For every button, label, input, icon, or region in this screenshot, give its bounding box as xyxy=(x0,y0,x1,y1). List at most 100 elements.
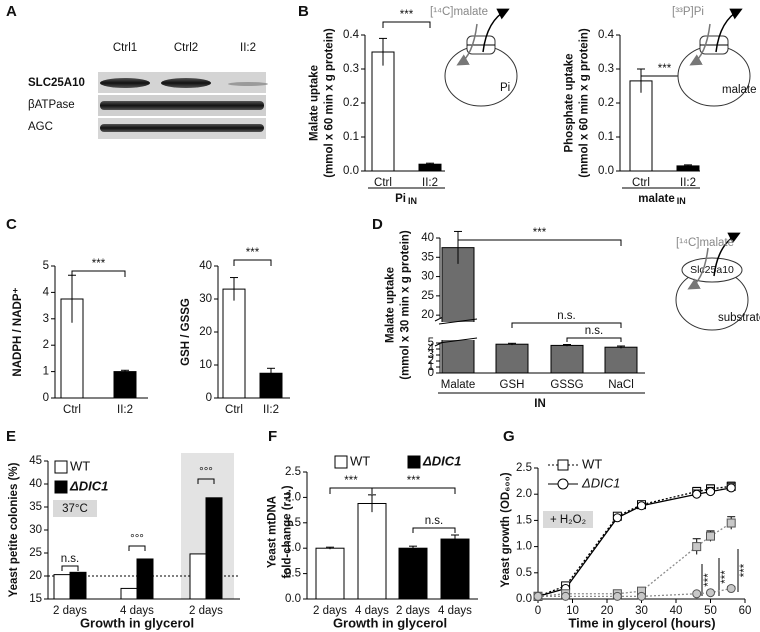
bar xyxy=(53,574,71,600)
bar xyxy=(222,288,246,399)
x-tick-label: II:2 xyxy=(263,404,279,416)
y-tick-label: 35 xyxy=(421,251,434,263)
y-tick-label: 35 xyxy=(29,501,42,513)
y-tick-label: 2 xyxy=(428,355,434,367)
carrier-label: Slc25a10 xyxy=(690,264,734,276)
group-label: IN xyxy=(534,398,546,410)
x-tick-label: Ctrl xyxy=(374,177,392,189)
significance-bracket xyxy=(128,545,146,551)
significance-label: *** xyxy=(533,227,547,239)
substrate-label: malate xyxy=(722,84,757,96)
significance-bracket xyxy=(329,487,373,494)
y-tick-label: 0.5 xyxy=(516,567,532,579)
efflux-arrow xyxy=(482,8,510,53)
group-label-sub: IN xyxy=(408,196,417,206)
point xyxy=(726,518,736,528)
x-tick-label: 4 days xyxy=(120,605,154,617)
tracer-label: [¹⁴C]malate xyxy=(676,237,734,249)
legend-label: ΔDIC1 xyxy=(581,475,620,490)
y-axis-label: Yeast growth (OD₆₀₀) xyxy=(500,472,512,587)
significance-label: °°° xyxy=(130,533,144,545)
bar xyxy=(205,497,223,600)
point xyxy=(612,513,622,523)
blot-column: II:2 xyxy=(240,42,256,54)
point xyxy=(706,588,715,598)
y-tick-label: 40 xyxy=(421,232,434,244)
group-label-main: Pi xyxy=(395,193,406,205)
y-tick-label: 10 xyxy=(199,359,212,371)
panel-letter: B xyxy=(298,3,309,20)
bar xyxy=(398,547,428,600)
y-tick-label: 40 xyxy=(199,260,212,272)
significance-label: *** xyxy=(246,247,260,259)
panel-letter: F xyxy=(268,428,277,445)
legend-label: WT xyxy=(582,456,602,471)
blot-row: AGC xyxy=(28,121,53,133)
legend-swatch xyxy=(334,455,348,469)
x-tick-label: 60 xyxy=(739,605,752,617)
y-axis-label: Malate uptake xyxy=(309,65,321,141)
x-tick-label: GSH xyxy=(500,379,525,391)
y-axis-label: GSH / GSSG xyxy=(180,298,192,366)
significance-bracket xyxy=(566,337,622,342)
x-tick-label: 20 xyxy=(601,605,614,617)
point xyxy=(561,591,571,601)
y-tick-label: 2.5 xyxy=(285,466,301,478)
y-axis-label: (mmol x 30 min x g protein) xyxy=(400,230,412,380)
x-tick-label: 2 days xyxy=(396,605,430,617)
point xyxy=(612,591,622,601)
point xyxy=(637,501,646,511)
significance-bracket xyxy=(412,527,456,533)
y-tick-label: 1.0 xyxy=(285,542,301,554)
y-tick-label: 0.2 xyxy=(343,97,359,109)
bar-break xyxy=(440,322,476,340)
condition-label: + H₂O₂ xyxy=(550,514,586,526)
y-tick-label: 0.4 xyxy=(343,29,360,41)
y-tick-label: 45 xyxy=(29,455,42,467)
y-tick-label: 25 xyxy=(421,290,434,302)
significance-label: *** xyxy=(658,63,672,75)
x-tick-label: II:2 xyxy=(117,404,133,416)
group-label-main: IN xyxy=(534,398,546,410)
bar xyxy=(315,547,345,600)
significance-label: *** xyxy=(92,258,106,270)
panel-letter: D xyxy=(372,216,383,233)
blot-column: Ctrl2 xyxy=(174,42,198,54)
x-axis-label: Growth in glycerol xyxy=(80,615,194,630)
bar-break xyxy=(438,318,478,325)
panel-letter: E xyxy=(6,428,16,445)
significance-label: °°° xyxy=(199,466,213,478)
y-tick-label: 0.3 xyxy=(598,63,614,75)
point xyxy=(706,531,715,541)
group-label: Pi IN xyxy=(395,193,417,206)
tracer-label: [³³P]Pi xyxy=(672,6,704,18)
significance-label: n.s. xyxy=(585,325,604,337)
significance-bracket xyxy=(511,322,622,328)
x-tick-label: 0 xyxy=(535,605,541,617)
y-tick-label: 5 xyxy=(43,260,49,272)
y-tick-label: 25 xyxy=(29,547,42,559)
x-tick-label: Ctrl xyxy=(225,404,243,416)
x-tick-label: NaCl xyxy=(608,379,634,391)
tracer-label: [¹⁴C]malate xyxy=(430,6,488,18)
y-tick-label: 2.0 xyxy=(516,488,532,500)
y-tick-label: 0.0 xyxy=(285,593,301,605)
blot-band xyxy=(161,78,211,88)
y-tick-label: 2.5 xyxy=(516,462,532,474)
y-tick-label: 3 xyxy=(43,313,49,325)
bar xyxy=(113,371,137,399)
bar xyxy=(550,344,584,374)
bar xyxy=(629,80,653,172)
y-tick-label: 5 xyxy=(428,337,434,349)
y-tick-label: 0 xyxy=(206,392,212,404)
bar xyxy=(69,571,87,600)
x-tick-label: II:2 xyxy=(422,177,438,189)
x-tick-label: Ctrl xyxy=(63,404,81,416)
condition-box xyxy=(53,500,97,517)
y-tick-label: 15 xyxy=(29,593,42,605)
y-tick-label: 3 xyxy=(428,349,434,361)
y-axis-label: Malate uptake xyxy=(385,267,397,343)
y-tick-label: 4 xyxy=(428,343,435,355)
y-tick-label: 0.0 xyxy=(516,593,532,605)
x-tick-label: II:2 xyxy=(680,177,696,189)
